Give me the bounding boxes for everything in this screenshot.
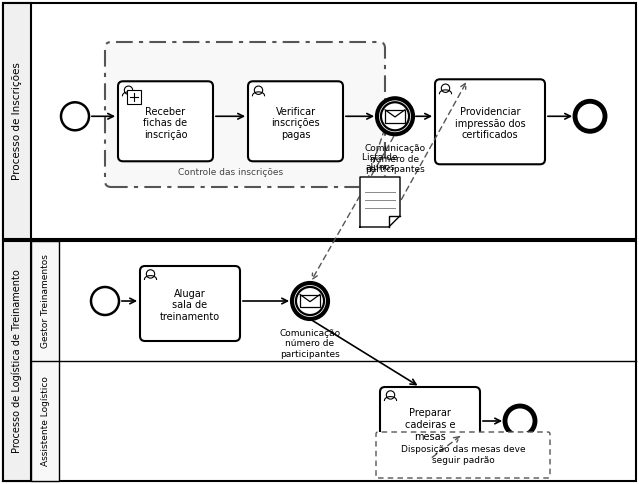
Circle shape — [254, 86, 263, 94]
Text: Alugar
sala de
treinamento: Alugar sala de treinamento — [160, 289, 220, 322]
Bar — [3, 241, 31, 481]
Text: Comunicação
número de
participantes: Comunicação número de participantes — [279, 329, 341, 359]
Text: Comunicação
número de
participantes: Comunicação número de participantes — [364, 144, 426, 174]
Circle shape — [377, 98, 413, 134]
Circle shape — [125, 86, 133, 94]
Text: Preparar
cadeiras e
mesas: Preparar cadeiras e mesas — [404, 408, 455, 441]
Circle shape — [575, 101, 605, 131]
Bar — [127, 91, 141, 104]
FancyBboxPatch shape — [376, 432, 550, 478]
Circle shape — [146, 270, 155, 278]
FancyBboxPatch shape — [380, 387, 480, 459]
Text: Receber
fichas de
inscrição: Receber fichas de inscrição — [143, 106, 188, 140]
Text: Processo de Inscrições: Processo de Inscrições — [12, 62, 22, 180]
FancyBboxPatch shape — [105, 42, 385, 187]
Text: Lista de
alunos: Lista de alunos — [362, 152, 398, 172]
Text: Processo de Logística de Treinamento: Processo de Logística de Treinamento — [12, 269, 22, 453]
Bar — [300, 295, 320, 307]
Circle shape — [381, 102, 409, 130]
Bar — [31, 241, 59, 481]
Text: Providenciar
impressão dos
certificados: Providenciar impressão dos certificados — [455, 107, 525, 140]
FancyBboxPatch shape — [435, 79, 545, 164]
Bar — [3, 241, 636, 481]
Circle shape — [296, 287, 324, 315]
Circle shape — [442, 84, 450, 92]
Text: Disposição das mesas deve
seguir padrão: Disposição das mesas deve seguir padrão — [401, 445, 525, 465]
Circle shape — [387, 391, 395, 399]
Circle shape — [292, 283, 328, 319]
Circle shape — [505, 406, 535, 436]
Text: Assistente Logístico: Assistente Logístico — [40, 376, 49, 466]
Circle shape — [61, 102, 89, 130]
Bar — [3, 3, 636, 239]
Text: Gestor Treinamentos: Gestor Treinamentos — [40, 254, 49, 348]
Text: Verificar
inscrições
pagas: Verificar inscrições pagas — [271, 106, 320, 140]
FancyBboxPatch shape — [140, 266, 240, 341]
Bar — [385, 110, 405, 123]
Bar — [3, 3, 31, 239]
FancyBboxPatch shape — [248, 81, 343, 161]
Polygon shape — [360, 177, 400, 227]
Text: Controle das inscrições: Controle das inscrições — [178, 168, 284, 177]
Circle shape — [91, 287, 119, 315]
FancyBboxPatch shape — [118, 81, 213, 161]
